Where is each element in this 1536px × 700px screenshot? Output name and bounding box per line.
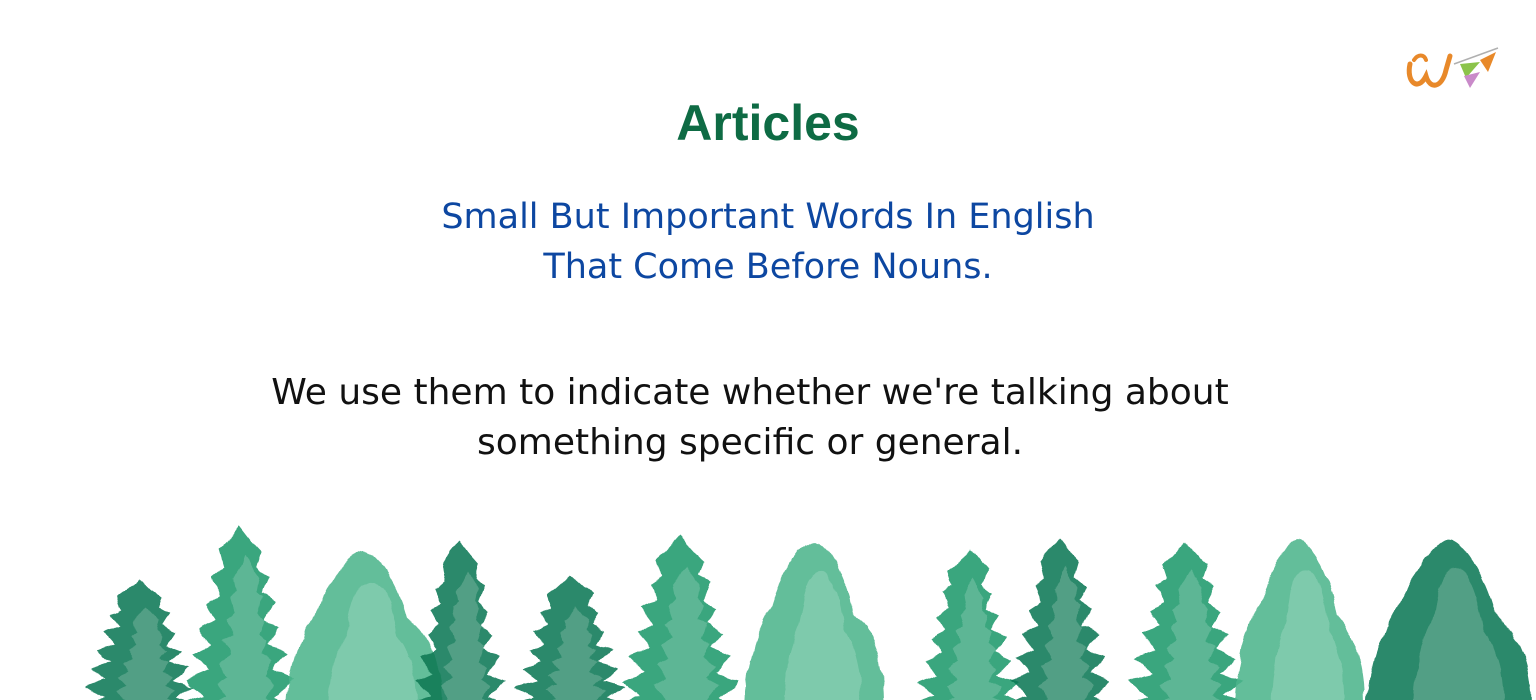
body-line-2: something specific or general.: [476, 422, 1024, 463]
tree-wash-2: [216, 556, 276, 700]
tree-wash-1: [115, 608, 177, 700]
slide-body-text: We use them to indicate whether we're ta…: [170, 368, 1330, 468]
tree-wash-7: [784, 570, 862, 700]
tree-wash-3: [330, 580, 416, 700]
brand-logo-icon: [1406, 47, 1499, 88]
tree-wash-4: [441, 570, 491, 700]
tree-wash-6: [653, 566, 719, 700]
tree-wash-5: [545, 606, 607, 700]
subtitle-line-1: Small But Important Words In English: [441, 197, 1095, 237]
logo-pennant-2: [1464, 72, 1480, 88]
tree-wash-12: [1413, 568, 1504, 700]
logo-w-curl: [1412, 53, 1428, 62]
tree-wash-8: [946, 578, 1002, 700]
body-line-1: We use them to indicate whether we're ta…: [271, 372, 1229, 413]
tree-wash-9: [1038, 568, 1094, 700]
logo-w-stroke: [1406, 53, 1453, 88]
logo-pennant-1: [1460, 62, 1480, 78]
tree-wash-11: [1271, 570, 1345, 700]
logo-pennant-3: [1480, 52, 1496, 72]
slide-title: Articles: [676, 95, 860, 151]
slide-subtitle: Small But Important Words In English Tha…: [268, 192, 1268, 292]
logo-string: [1453, 47, 1499, 65]
subtitle-line-2: That Come Before Nouns.: [543, 247, 993, 287]
tree-wash-10: [1159, 570, 1223, 700]
